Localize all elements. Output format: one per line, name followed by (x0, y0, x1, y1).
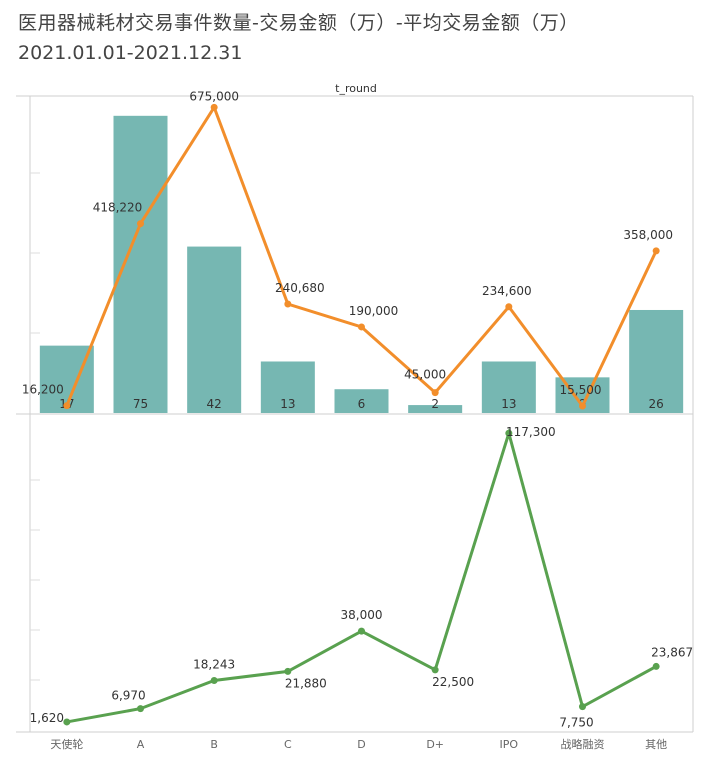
amount-label-6: 234,600 (482, 284, 532, 298)
amount-point-2 (210, 103, 218, 111)
gridlines (16, 95, 694, 733)
average-label-0: 1,620 (30, 711, 64, 725)
chart-subtitle: 2021.01.01-2021.12.31 (18, 42, 243, 64)
x-tick-2: B (210, 738, 218, 751)
bar-label-2: 42 (207, 397, 222, 411)
bar-label-3: 13 (280, 397, 295, 411)
average-label-5: 22,500 (432, 675, 474, 689)
average-point-4 (358, 627, 365, 635)
average-point-0 (63, 718, 71, 726)
amount-point-3 (284, 300, 292, 308)
amount-point-1 (137, 220, 144, 228)
x-axis: 天使轮 A B C D D+ IPO 战略融资 其他 (50, 737, 667, 751)
average-point-3 (284, 667, 292, 675)
bar-label-1: 75 (133, 397, 148, 411)
chart-title: 医用器械耗材交易事件数量-交易金额（万）-平均交易金额（万） (18, 12, 579, 34)
x-tick-3: C (284, 738, 292, 751)
average-line (66, 427, 657, 724)
bar-label-4: 6 (358, 397, 366, 411)
average-label-3: 21,880 (285, 676, 327, 690)
x-tick-5: D+ (426, 738, 444, 751)
average-point-7 (579, 703, 586, 711)
average-label-1: 6,970 (111, 689, 145, 703)
bar-6 (481, 361, 536, 413)
average-series: 1,620 6,970 18,243 21,880 38,000 22,500 117,30… (30, 425, 694, 729)
amount-label-2: 675,000 (189, 89, 239, 103)
bar-3 (260, 361, 315, 413)
average-point-6 (505, 429, 513, 437)
amount-label-7: 15,500 (560, 383, 602, 397)
amount-point-6 (505, 303, 513, 311)
amount-point-0 (63, 402, 71, 410)
average-point-2 (210, 676, 218, 684)
bar-1 (113, 115, 168, 413)
bar-label-5: 2 (431, 397, 439, 411)
average-point-1 (137, 705, 144, 713)
average-label-2: 18,243 (193, 657, 235, 671)
bar-2 (187, 246, 242, 413)
amount-point-5 (431, 389, 439, 397)
column-header: t_round (335, 82, 377, 95)
x-tick-0: 天使轮 (50, 737, 83, 751)
amount-point-7 (579, 402, 586, 410)
amount-label-5: 45,000 (404, 368, 446, 382)
average-label-8: 23,867 (651, 645, 693, 659)
bar-4 (334, 389, 389, 413)
x-tick-7: 战略融资 (561, 737, 605, 751)
amount-point-4 (358, 323, 365, 331)
amount-label-1: 418,220 (93, 201, 143, 215)
amount-point-8 (652, 247, 660, 255)
amount-label-8: 358,000 (623, 228, 673, 242)
bar-label-8: 26 (649, 397, 664, 411)
average-point-5 (431, 666, 439, 674)
average-label-6: 117,300 (506, 425, 556, 439)
amount-label-3: 240,680 (275, 281, 325, 295)
average-label-7: 7,750 (559, 716, 593, 730)
bar-5 (408, 405, 463, 413)
bar-label-6: 13 (501, 397, 516, 411)
bar-8 (629, 309, 684, 413)
amount-label-0: 16,200 (22, 383, 64, 397)
amount-series: 16,200 418,220 675,000 240,680 190,000 45,000… (22, 89, 673, 410)
amount-label-4: 190,000 (349, 304, 399, 318)
x-tick-6: IPO (500, 738, 519, 751)
x-tick-8: 其他 (645, 738, 667, 751)
average-label-4: 38,000 (341, 608, 383, 622)
x-tick-4: D (357, 738, 365, 751)
bar-series: 177542136213926 (39, 115, 684, 413)
average-point-8 (652, 662, 660, 670)
x-tick-1: A (137, 738, 145, 751)
